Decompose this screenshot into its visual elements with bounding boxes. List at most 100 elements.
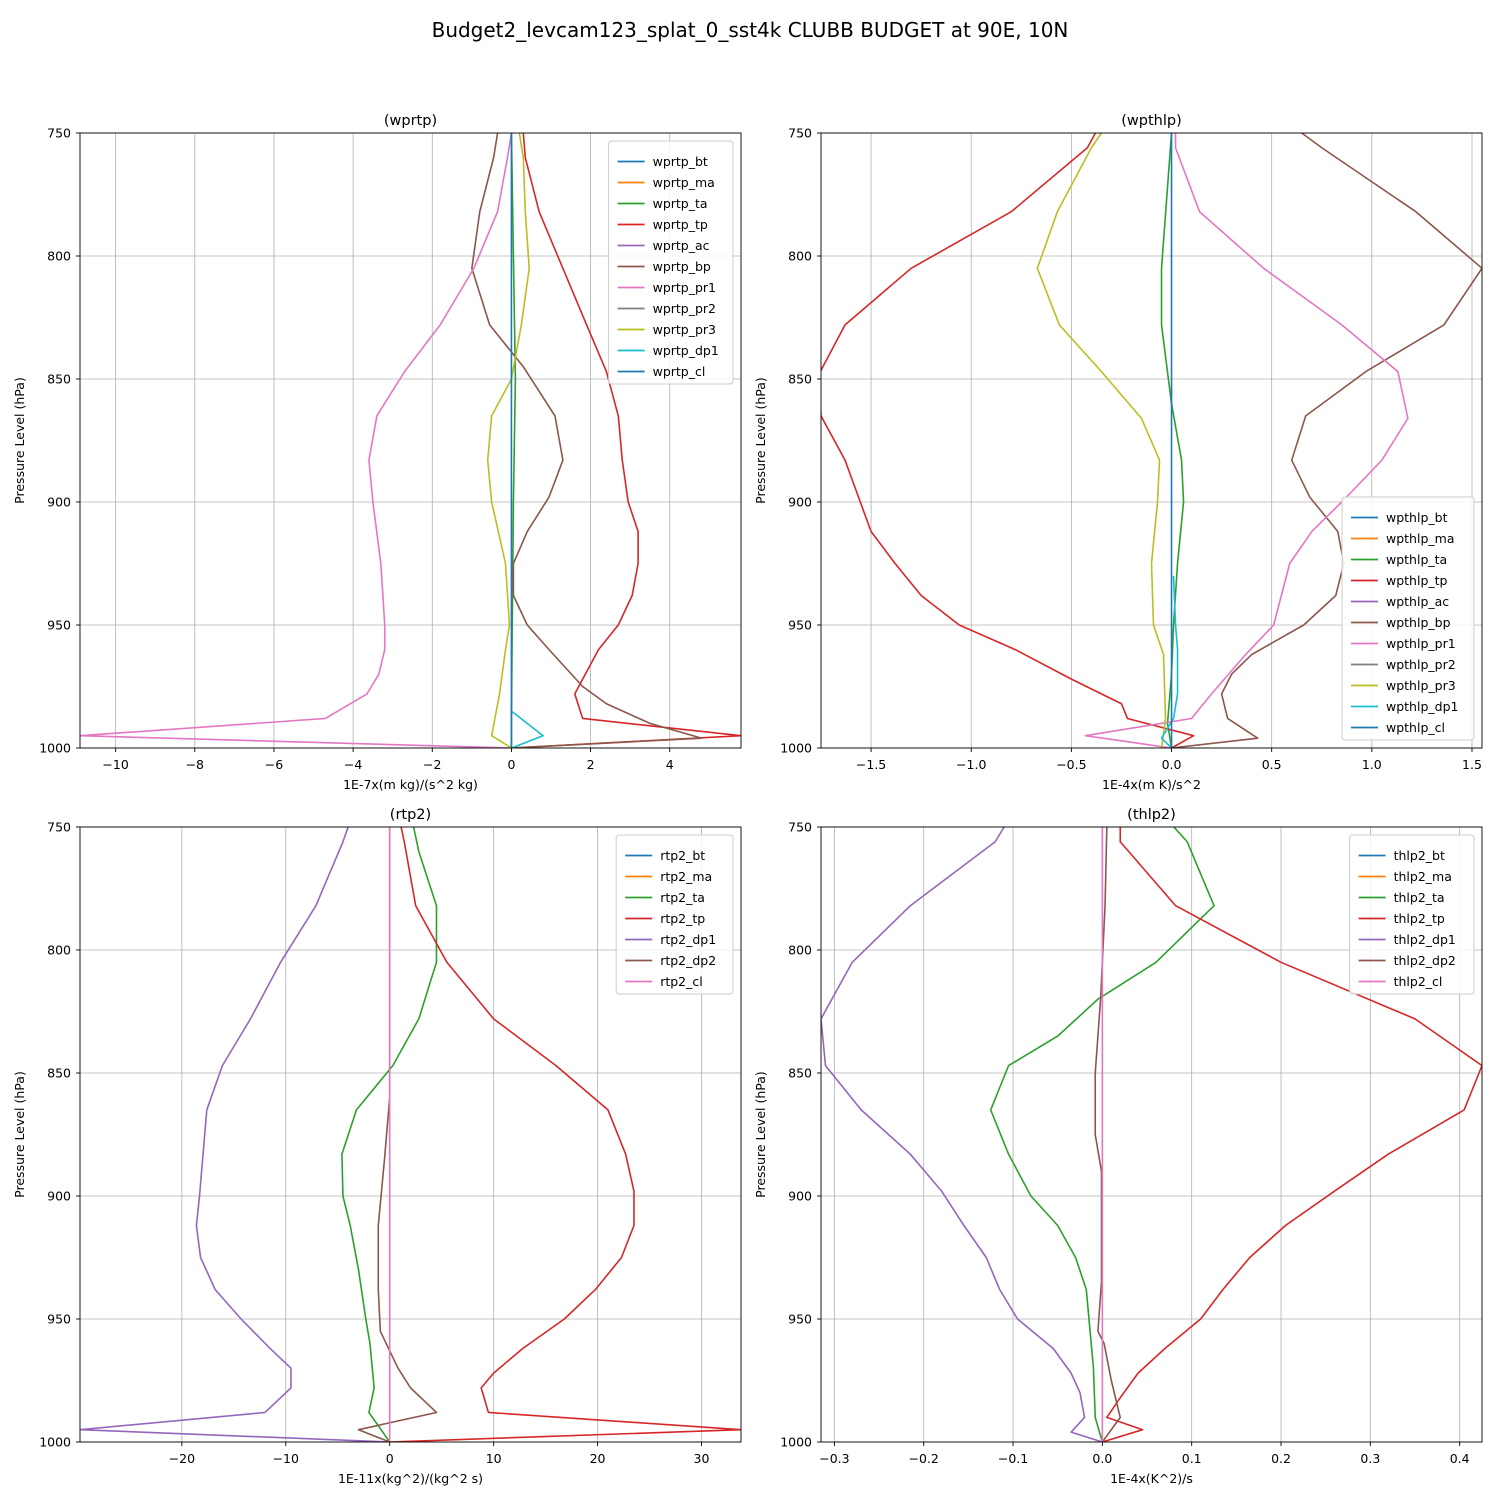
legend-label: wprtp_pr1 <box>653 280 716 295</box>
legend-label: rtp2_ta <box>660 890 705 905</box>
series-group <box>821 133 1482 748</box>
axes-frame <box>79 132 742 749</box>
series-line-wpthlp_dp1 <box>1160 575 1179 748</box>
x-tick-label: 0.3 <box>1360 1451 1380 1466</box>
legend-label: wprtp_pr2 <box>653 301 716 316</box>
x-tick-label: −0.1 <box>998 1451 1028 1466</box>
y-tick-label: 750 <box>47 126 71 141</box>
y-tick-label: 750 <box>788 820 812 835</box>
series-line-rtp2_dp2 <box>357 827 438 1442</box>
x-tick-label: −8 <box>186 757 204 772</box>
legend-label: wprtp_tp <box>653 217 708 232</box>
x-tick-label: 0.5 <box>1262 757 1282 772</box>
y-tick-label: 900 <box>47 1189 71 1204</box>
x-tick-label: 4 <box>666 757 674 772</box>
panel-title: (wprtp) <box>384 113 437 129</box>
axes-frame <box>79 826 742 1443</box>
series-line-rtp2_tp <box>389 827 741 1442</box>
legend-label: wpthlp_pr3 <box>1386 678 1456 693</box>
x-tick-label: −4 <box>344 757 362 772</box>
legend-box <box>1341 496 1475 741</box>
legend-label: wprtp_bt <box>653 154 708 169</box>
y-tick-label: 950 <box>788 618 812 633</box>
panel-title: (wpthlp) <box>1121 113 1182 129</box>
x-tick-label: 0.4 <box>1450 1451 1470 1466</box>
y-tick-label: 800 <box>47 249 71 264</box>
series-line-thlp2_ta <box>989 827 1215 1442</box>
panel-title: (thlp2) <box>1127 807 1176 823</box>
x-tick-label: −10 <box>273 1451 299 1466</box>
x-tick-label: 1.5 <box>1462 757 1482 772</box>
y-tick-label: 1000 <box>39 741 71 756</box>
y-tick-label: 950 <box>47 618 71 633</box>
x-tick-label: −1.0 <box>956 757 986 772</box>
legend-label: thlp2_dp1 <box>1394 932 1456 947</box>
legend-label: wprtp_cl <box>653 364 706 379</box>
y-axis-label: Pressure Level (hPa) <box>12 377 27 504</box>
y-tick-label: 950 <box>47 1312 71 1327</box>
series-line-wprtp_bp <box>471 133 703 748</box>
x-tick-label: 20 <box>590 1451 606 1466</box>
y-tick-label: 800 <box>788 943 812 958</box>
legend-box <box>1349 834 1475 995</box>
x-tick-label: −0.2 <box>909 1451 939 1466</box>
legend-label: wpthlp_cl <box>1386 720 1445 735</box>
legend: wpthlp_bt wpthlp_ma wpthlp_ta wpthlp_tpwpth… <box>1341 496 1475 741</box>
legend-label: wpthlp_bp <box>1386 615 1451 630</box>
series-line-rtp2_dp1 <box>80 827 390 1442</box>
x-tick-label: 0.1 <box>1182 1451 1202 1466</box>
x-tick-label: −1.5 <box>856 757 886 772</box>
y-tick-label: 750 <box>788 126 812 141</box>
x-tick-label: −0.3 <box>819 1451 849 1466</box>
y-tick-label: 850 <box>47 1066 71 1081</box>
legend-label: wpthlp_pr2 <box>1386 657 1456 672</box>
legend: thlp2_bt thlp2_ma thlp2_ta thlp2_tp thlp2_dp… <box>1349 834 1475 995</box>
x-tick-label: 0.0 <box>1162 757 1182 772</box>
axes-frame <box>820 132 1483 749</box>
y-axis-label: Pressure Level (hPa) <box>753 1071 768 1198</box>
legend-label: wprtp_bp <box>653 259 711 274</box>
series-group <box>80 827 741 1442</box>
y-tick-label: 750 <box>47 820 71 835</box>
x-tick-label: −0.5 <box>1056 757 1086 772</box>
y-tick-label: 900 <box>788 495 812 510</box>
x-tick-label: 1.0 <box>1362 757 1382 772</box>
legend-box <box>608 140 734 385</box>
legend-label: thlp2_tp <box>1394 911 1445 926</box>
y-tick-label: 1000 <box>39 1435 71 1450</box>
y-tick-label: 800 <box>788 249 812 264</box>
series-line-thlp2_tp <box>1102 827 1482 1442</box>
legend-label: wpthlp_dp1 <box>1386 699 1458 714</box>
series-line-wpthlp_bp <box>1171 133 1482 748</box>
x-tick-label: −2 <box>423 757 441 772</box>
x-tick-label: 2 <box>587 757 595 772</box>
panel-3: −0.3 −0.2 −0.1 0.0 0.1 0.2 0.3 0.4 750 800 850 900 9… <box>753 807 1483 1486</box>
x-tick-label: −6 <box>265 757 283 772</box>
axes-frame <box>820 826 1483 1443</box>
x-tick-label: 0 <box>507 757 515 772</box>
legend-label: wpthlp_tp <box>1386 573 1448 588</box>
y-tick-label: 850 <box>788 372 812 387</box>
y-tick-label: 850 <box>47 372 71 387</box>
series-line-wprtp_pr3 <box>486 133 531 748</box>
legend-label: thlp2_ma <box>1394 869 1452 884</box>
legend-label: thlp2_ta <box>1394 890 1445 905</box>
legend: wprtp_bt wprtp_ma wprtp_ta wprtp_tp wprtp_ac… <box>608 140 734 385</box>
x-axis-label: 1E-7x(m kg)/(s^2 kg) <box>343 777 478 792</box>
x-tick-label: −20 <box>169 1451 195 1466</box>
y-tick-label: 950 <box>788 1312 812 1327</box>
series-line-thlp2_dp2 <box>1094 827 1122 1442</box>
series-group <box>821 827 1482 1442</box>
legend-label: thlp2_cl <box>1394 974 1443 989</box>
series-line-wprtp_tp <box>511 133 741 748</box>
series-line-wprtp_dp1 <box>510 710 544 748</box>
legend-label: wpthlp_ta <box>1386 552 1447 567</box>
legend-label: rtp2_ma <box>660 869 712 884</box>
panel-0: −10 −8 −6 −4 −2 0 2 4 750 800 850 900 950 1000 (wprtp)… <box>12 113 742 792</box>
legend-box <box>615 834 734 995</box>
y-tick-label: 800 <box>47 943 71 958</box>
legend-label: wprtp_ta <box>653 196 708 211</box>
y-tick-label: 900 <box>788 1189 812 1204</box>
